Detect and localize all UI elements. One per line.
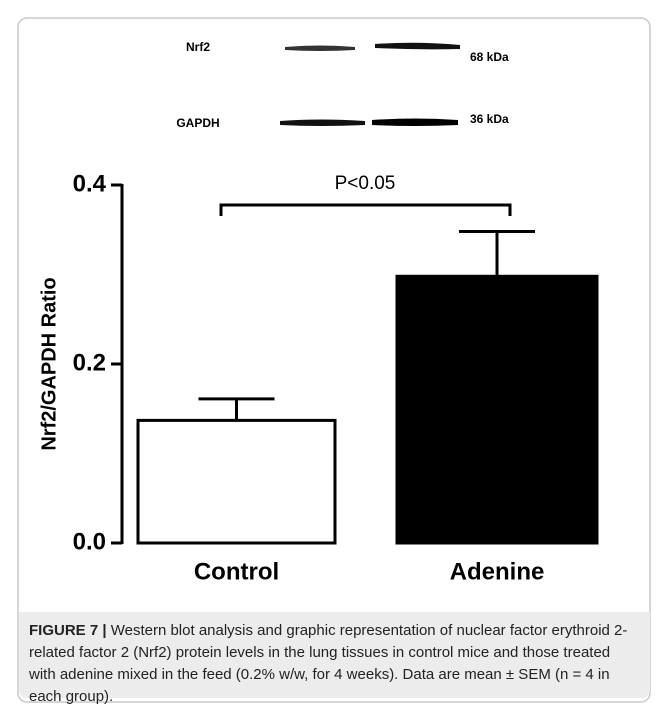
band [375,43,460,50]
annotation: P<0.05 [335,173,396,194]
caption-label: FIGURE 7 | [29,622,107,639]
blot-label: GAPDH [176,116,219,130]
bar [397,276,597,543]
caption-text: Western blot analysis and graphic repres… [29,622,627,705]
blot-size: 68 kDa [470,50,509,64]
significance-bracket [221,205,510,216]
y-tick-label: 0.4 [73,170,107,197]
blot-label: Nrf2 [186,40,210,54]
y-tick-label: 0.0 [73,528,106,555]
band [280,120,365,127]
blot [280,43,460,126]
figure: Nrf2 GAPDH 68 kDa 36 kDa Nrf2/GAPDH Rati… [0,0,669,720]
blot-size: 36 kDa [470,112,509,126]
x-tick-label: Control [194,558,279,585]
band [285,46,355,52]
x-tick-label: Adenine [450,558,545,585]
band [372,119,458,127]
bar [138,420,335,543]
y-tick-label: 0.2 [73,349,106,376]
caption: FIGURE 7 | Western blot analysis and gra… [19,612,650,698]
y-axis-label: Nrf2/GAPDH Ratio [38,277,60,450]
